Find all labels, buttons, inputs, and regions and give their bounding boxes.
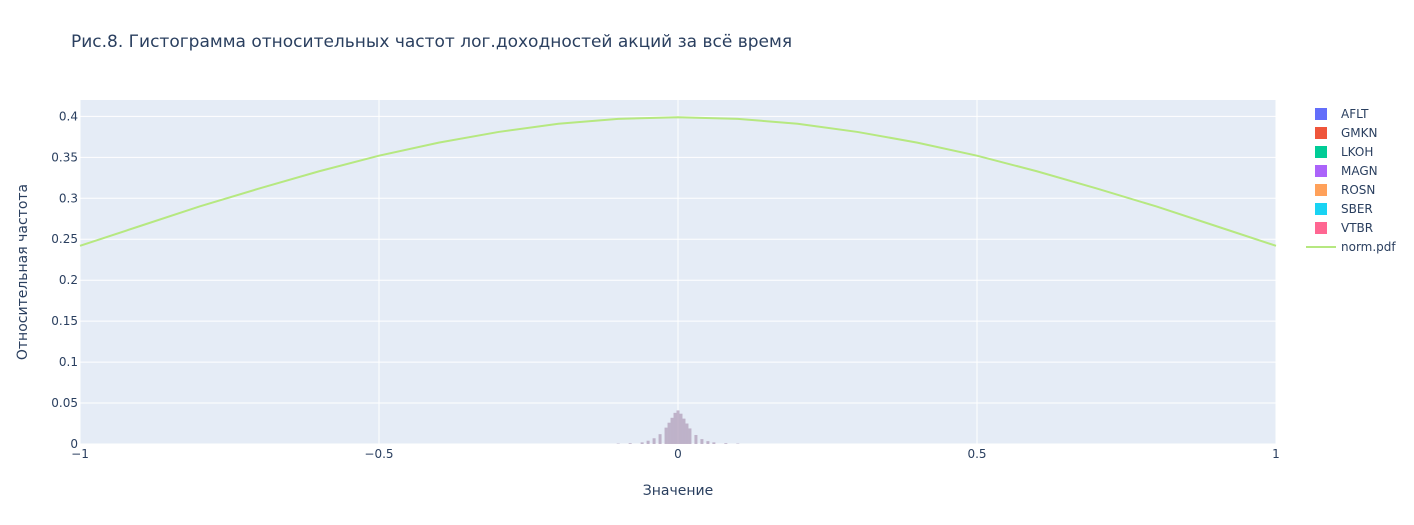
histogram-bar [646, 440, 650, 444]
x-tick-label: 1 [1272, 447, 1280, 461]
legend-label: VTBR [1341, 221, 1373, 235]
histogram-bar [679, 413, 683, 444]
histogram-bar [724, 443, 728, 444]
histogram-bar [694, 434, 698, 444]
y-tick-label: 0.3 [59, 191, 78, 205]
histogram-bars [616, 410, 740, 444]
histogram-bar [628, 443, 632, 444]
legend-swatch [1315, 222, 1327, 234]
x-axis-title: Значение [643, 483, 713, 499]
legend-label: norm.pdf [1341, 240, 1396, 254]
histogram-bar [640, 442, 644, 444]
histogram-bar [664, 427, 668, 444]
x-tick-label: −0.5 [364, 447, 393, 461]
legend-label: ROSN [1341, 183, 1375, 197]
histogram-bar [682, 418, 686, 444]
histogram-bar [658, 434, 662, 444]
histogram-bar [673, 412, 677, 444]
legend-label: MAGN [1341, 164, 1378, 178]
chart-title: Рис.8. Гистограмма относительных частот … [71, 32, 793, 52]
legend-swatch [1315, 184, 1327, 196]
histogram-bar [712, 442, 716, 444]
legend-swatch [1315, 127, 1327, 139]
histogram-bar [700, 439, 704, 444]
legend-label: GMKN [1341, 126, 1378, 140]
histogram-bar [676, 410, 680, 444]
y-tick-label: 0.15 [51, 314, 78, 328]
x-tick-label: −1 [71, 447, 89, 461]
y-tick-labels: 0 0.05 0.1 0.15 0.2 0.25 0.3 0.35 0.4 [51, 109, 78, 451]
x-tick-labels: −1 −0.5 0 0.5 1 [71, 447, 1280, 461]
x-tick-label: 0 [674, 447, 682, 461]
y-tick-label: 0 [70, 437, 78, 451]
norm-pdf-line [79, 116, 1277, 247]
y-tick-label: 0.1 [59, 355, 78, 369]
y-tick-label: 0.2 [59, 273, 78, 287]
legend-label: SBER [1341, 202, 1373, 216]
y-tick-label: 0.35 [51, 150, 78, 164]
legend-swatch [1315, 108, 1327, 120]
histogram-bar [667, 422, 671, 444]
x-tick-label: 0.5 [967, 447, 986, 461]
legend: AFLT GMKN LKOH MAGN ROSN SBER VTBR norm.pdf [1306, 107, 1396, 254]
legend-swatch [1315, 146, 1327, 158]
histogram-bar [706, 441, 710, 444]
histogram-bar [688, 428, 692, 444]
y-axis-title: Относительная частота [15, 184, 31, 360]
histogram-bar [670, 417, 674, 444]
y-tick-label: 0.25 [51, 232, 78, 246]
y-tick-label: 0.4 [59, 109, 78, 123]
legend-swatch [1315, 203, 1327, 215]
legend-label: LKOH [1341, 145, 1373, 159]
legend-swatch [1315, 165, 1327, 177]
y-tick-label: 0.05 [51, 396, 78, 410]
legend-label: AFLT [1341, 107, 1369, 121]
histogram-bar [685, 423, 689, 444]
norm-pdf-polyline [79, 116, 1277, 247]
histogram-bar [652, 438, 656, 444]
